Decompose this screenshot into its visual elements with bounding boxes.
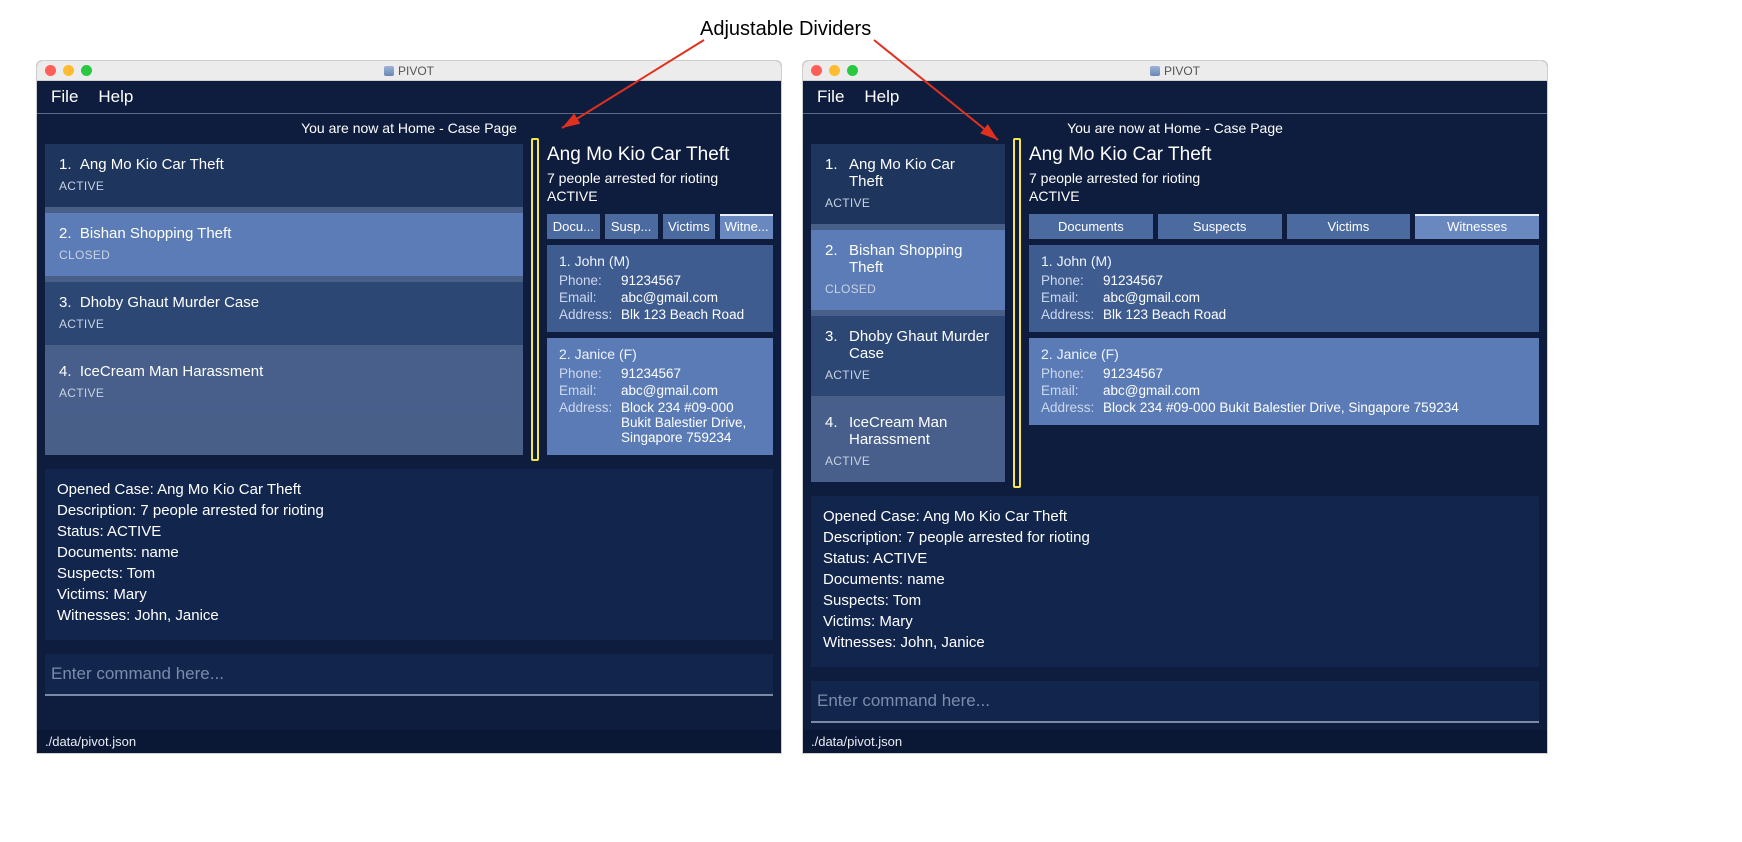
- status-bar: ./data/pivot.json: [803, 730, 1547, 753]
- annotation-label: Adjustable Dividers: [700, 18, 871, 41]
- tab-documents[interactable]: Documents: [1029, 214, 1153, 239]
- menu-help[interactable]: Help: [864, 87, 899, 107]
- info-line: Description: 7 people arrested for rioti…: [57, 500, 761, 521]
- witness-item-2[interactable]: 2. Janice (F) Phone:91234567 Email:abc@g…: [1029, 338, 1539, 425]
- info-panel: Opened Case: Ang Mo Kio Car Theft Descri…: [811, 496, 1539, 667]
- case-item-4[interactable]: 4. IceCream Man Harassment ACTIVE: [45, 351, 523, 414]
- location-bar: You are now at Home - Case Page: [803, 114, 1547, 144]
- info-line: Witnesses: John, Janice: [57, 605, 761, 626]
- tab-witnesses[interactable]: Witnesses: [1415, 214, 1539, 239]
- window-title: PIVOT: [803, 64, 1547, 78]
- case-item-1[interactable]: 1.Ang Mo Kio Car Theft ACTIVE: [811, 144, 1005, 224]
- tab-victims[interactable]: Victims: [1287, 214, 1411, 239]
- case-item-3[interactable]: 3.Dhoby Ghaut Murder Case ACTIVE: [811, 316, 1005, 396]
- detail-subtitle: 7 people arrested for rioting: [1029, 170, 1539, 186]
- info-line: Witnesses: John, Janice: [823, 632, 1527, 653]
- vertical-divider[interactable]: [529, 144, 541, 455]
- case-list: 1. Ang Mo Kio Car Theft ACTIVE 2. Bishan…: [45, 144, 523, 455]
- main-split: 1.Ang Mo Kio Car Theft ACTIVE 2.Bishan S…: [803, 144, 1547, 482]
- info-line: Documents: name: [823, 569, 1527, 590]
- info-line: Opened Case: Ang Mo Kio Car Theft: [823, 506, 1527, 527]
- witness-item-2[interactable]: 2. Janice (F) Phone:91234567 Email:abc@g…: [547, 338, 773, 455]
- detail-status: ACTIVE: [547, 188, 773, 204]
- info-panel: Opened Case: Ang Mo Kio Car Theft Descri…: [45, 469, 773, 640]
- detail-tabs: Docu... Susp... Victims Witne...: [547, 214, 773, 239]
- info-line: Suspects: Tom: [823, 590, 1527, 611]
- info-line: Victims: Mary: [823, 611, 1527, 632]
- command-bar: [45, 654, 773, 696]
- info-line: Documents: name: [57, 542, 761, 563]
- info-line: Victims: Mary: [57, 584, 761, 605]
- detail-title: Ang Mo Kio Car Theft: [1029, 144, 1539, 166]
- case-item-4[interactable]: 4.IceCream Man Harassment ACTIVE: [811, 402, 1005, 482]
- tab-suspects[interactable]: Suspects: [1158, 214, 1282, 239]
- command-input[interactable]: [45, 654, 773, 696]
- case-item-2[interactable]: 2. Bishan Shopping Theft CLOSED: [45, 213, 523, 276]
- tab-witnesses[interactable]: Witne...: [720, 214, 773, 239]
- menu-help[interactable]: Help: [98, 87, 133, 107]
- window-titlebar[interactable]: PIVOT: [37, 61, 781, 81]
- menu-file[interactable]: File: [817, 87, 844, 107]
- info-line: Suspects: Tom: [57, 563, 761, 584]
- detail-title: Ang Mo Kio Car Theft: [547, 144, 773, 166]
- detail-subtitle: 7 people arrested for rioting: [547, 170, 773, 186]
- window-pivot-left: PIVOT File Help You are now at Home - Ca…: [36, 60, 782, 754]
- tab-documents[interactable]: Docu...: [547, 214, 600, 239]
- vertical-divider[interactable]: [1011, 144, 1023, 482]
- app-icon: [1150, 66, 1160, 76]
- window-pivot-right: PIVOT File Help You are now at Home - Ca…: [802, 60, 1548, 754]
- case-detail-panel: Ang Mo Kio Car Theft 7 people arrested f…: [547, 144, 773, 455]
- case-item-2[interactable]: 2.Bishan Shopping Theft CLOSED: [811, 230, 1005, 310]
- menu-file[interactable]: File: [51, 87, 78, 107]
- status-bar: ./data/pivot.json: [37, 730, 781, 753]
- main-split: 1. Ang Mo Kio Car Theft ACTIVE 2. Bishan…: [37, 144, 781, 455]
- info-line: Status: ACTIVE: [823, 548, 1527, 569]
- detail-tabs: Documents Suspects Victims Witnesses: [1029, 214, 1539, 239]
- witness-item-1[interactable]: 1. John (M) Phone:91234567 Email:abc@gma…: [547, 245, 773, 332]
- detail-status: ACTIVE: [1029, 188, 1539, 204]
- case-item-3[interactable]: 3. Dhoby Ghaut Murder Case ACTIVE: [45, 282, 523, 345]
- window-titlebar[interactable]: PIVOT: [803, 61, 1547, 81]
- location-bar: You are now at Home - Case Page: [37, 114, 781, 144]
- tab-suspects[interactable]: Susp...: [605, 214, 658, 239]
- case-detail-panel: Ang Mo Kio Car Theft 7 people arrested f…: [1029, 144, 1539, 482]
- window-title: PIVOT: [37, 64, 781, 78]
- case-item-1[interactable]: 1. Ang Mo Kio Car Theft ACTIVE: [45, 144, 523, 207]
- tab-victims[interactable]: Victims: [663, 214, 716, 239]
- menu-bar: File Help: [803, 81, 1547, 114]
- command-input[interactable]: [811, 681, 1539, 723]
- witness-list: 1. John (M) Phone:91234567 Email:abc@gma…: [1029, 245, 1539, 425]
- case-list: 1.Ang Mo Kio Car Theft ACTIVE 2.Bishan S…: [811, 144, 1005, 482]
- menu-bar: File Help: [37, 81, 781, 114]
- info-line: Status: ACTIVE: [57, 521, 761, 542]
- witness-item-1[interactable]: 1. John (M) Phone:91234567 Email:abc@gma…: [1029, 245, 1539, 332]
- info-line: Description: 7 people arrested for rioti…: [823, 527, 1527, 548]
- info-line: Opened Case: Ang Mo Kio Car Theft: [57, 479, 761, 500]
- witness-list: 1. John (M) Phone:91234567 Email:abc@gma…: [547, 245, 773, 455]
- app-icon: [384, 66, 394, 76]
- command-bar: [811, 681, 1539, 723]
